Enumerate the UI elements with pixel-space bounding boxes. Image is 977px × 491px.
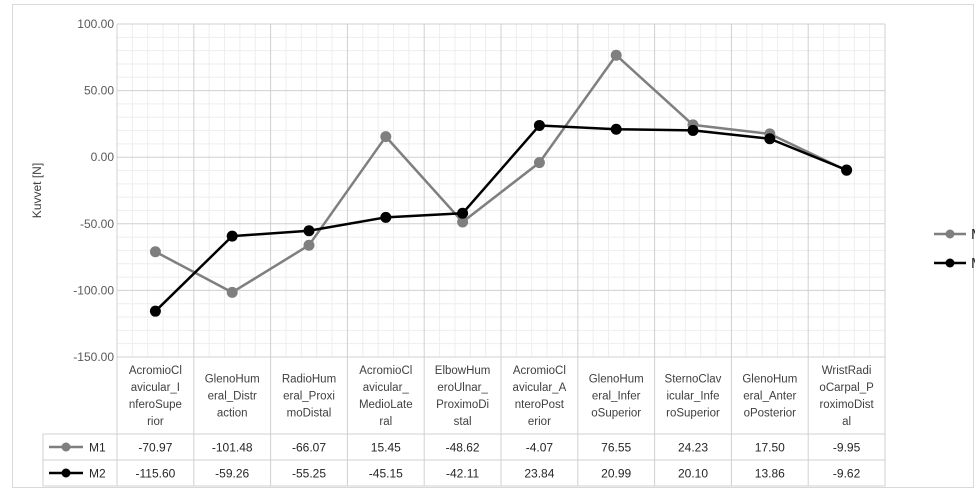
table-legend-key-marker (61, 442, 71, 452)
category-label: nteroPost (515, 399, 565, 411)
data-point-m2 (149, 305, 161, 317)
category-label: eral_Proxi (283, 391, 335, 403)
data-table-cell: -45.15 (369, 467, 403, 481)
data-table-cell: -9.62 (833, 467, 861, 481)
category-label: erior (528, 416, 551, 428)
category-label: moDistal (287, 408, 332, 420)
data-table-cell: -59.26 (215, 467, 249, 481)
data-point-m1 (149, 246, 161, 258)
data-point-m1 (303, 239, 315, 251)
category-label: GlenoHum (589, 374, 644, 386)
category-label: eral_Anter (743, 391, 796, 403)
y-tick-label: 100.00 (77, 17, 114, 31)
data-point-m1 (226, 286, 238, 298)
data-table-cell: -70.97 (138, 441, 172, 455)
category-label: SternoClav (665, 374, 722, 386)
data-table-cell: 20.10 (678, 467, 708, 481)
data-point-m2 (226, 230, 238, 242)
category-label: ElbowHum (435, 365, 491, 377)
data-point-m2 (610, 123, 622, 135)
category-label: MedioLate (359, 399, 413, 411)
data-table-cell: -9.95 (833, 441, 861, 455)
category-label: avicular_I (131, 382, 180, 394)
legend-key-marker (945, 229, 955, 239)
category-label: rior (147, 416, 164, 428)
data-point-m2 (303, 225, 315, 237)
data-table-cell: 23.84 (524, 467, 554, 481)
category-label: icular_Infe (666, 391, 719, 403)
category-label: eroUlnar_ (437, 382, 488, 394)
data-point-m1 (610, 49, 622, 61)
line-chart: 100.00 50.00 0.00 -50.00 -100.00 -150.00 Kuvve… (30, 17, 975, 487)
category-label: AcromioCl (129, 365, 182, 377)
data-table-cell: -55.25 (292, 467, 326, 481)
data-table-cell: -115.60 (135, 467, 175, 481)
data-table-cell: 17.50 (755, 441, 785, 455)
data-point-m2 (380, 211, 392, 223)
table-series-label: M2 (89, 467, 106, 481)
data-point-m2 (764, 133, 776, 145)
series-line-m1 (154, 53, 848, 294)
category-label: ProximoDi (436, 399, 489, 411)
data-table-cell: -48.62 (446, 441, 480, 455)
data-table-cell: 13.86 (755, 467, 785, 481)
data-point-m1 (533, 157, 545, 169)
y-tick-label: 50.00 (84, 84, 114, 98)
category-label: stal (454, 416, 472, 428)
category-label: oPosterior (744, 408, 797, 420)
category-label: nferoSupe (129, 399, 182, 411)
category-label: avicular_ (363, 382, 410, 394)
data-point-m2 (687, 124, 699, 136)
data-point-m2 (841, 164, 853, 176)
table-legend-key-marker (61, 468, 71, 478)
data-table-cell: -66.07 (292, 441, 326, 455)
data-table-cell: 15.45 (371, 441, 401, 455)
category-label: eral_Distr (208, 391, 257, 403)
category-label: ral (379, 416, 392, 428)
category-label: AcromioCl (513, 365, 566, 377)
legend-key-marker (945, 258, 955, 268)
series-line-m2 (154, 124, 848, 313)
category-label: GlenoHum (742, 374, 797, 386)
category-label: roSuperior (666, 408, 720, 420)
legend-label: M2 (971, 255, 975, 272)
data-point-m2 (533, 119, 545, 131)
y-axis-title: Kuvvet [N] (30, 163, 44, 218)
data-table-cell: -101.48 (212, 441, 253, 455)
data-point-m2 (457, 207, 469, 219)
category-label: GlenoHum (205, 374, 260, 386)
data-table-cell: -42.11 (446, 467, 479, 481)
data-point-m1 (457, 216, 469, 228)
y-tick-label: -100.00 (73, 283, 114, 297)
category-label: avicular_A (513, 382, 567, 394)
y-tick-label: -150.00 (73, 350, 114, 364)
category-label: al (842, 416, 851, 428)
category-label: action (217, 408, 248, 420)
table-series-label: M1 (89, 441, 106, 455)
data-point-m1 (380, 131, 392, 143)
category-label: oSuperior (591, 408, 641, 420)
category-label: roximoDist (819, 399, 874, 411)
category-label: WristRadi (822, 365, 872, 377)
chart-frame: 100.00 50.00 0.00 -50.00 -100.00 -150.00 Kuvve… (12, 4, 975, 488)
category-label: AcromioCl (359, 365, 412, 377)
data-table-cell: -4.07 (526, 441, 554, 455)
category-label: oCarpal_P (819, 382, 874, 394)
category-label: RadioHum (282, 374, 336, 386)
data-table-cell: 20.99 (601, 467, 631, 481)
y-tick-label: -50.00 (80, 217, 114, 231)
data-table-cell: 24.23 (678, 441, 708, 455)
legend-label: M1 (971, 226, 975, 243)
y-tick-label: 0.00 (91, 150, 115, 164)
category-label: eral_Infer (592, 391, 641, 403)
data-table-cell: 76.55 (601, 441, 631, 455)
